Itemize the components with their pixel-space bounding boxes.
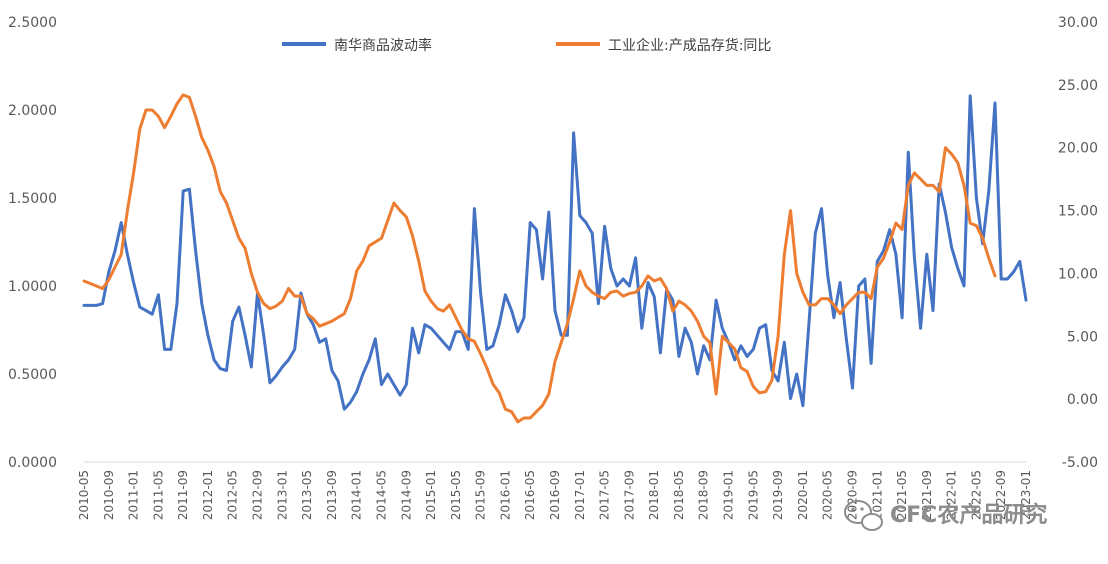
y-right-tick-label: 25.00 <box>1058 78 1098 94</box>
x-tick-label: 2019-05 <box>746 470 760 520</box>
x-tick-label: 2021-09 <box>920 470 934 520</box>
y-right-tick-label: -5.00 <box>1062 455 1098 471</box>
x-tick-label: 2015-05 <box>449 470 463 520</box>
x-tick-label: 2016-01 <box>498 470 512 520</box>
x-tick-label: 2012-09 <box>251 470 265 520</box>
x-tick-label: 2017-01 <box>573 470 587 520</box>
y-left-tick-label: 1.5000 <box>8 191 57 207</box>
y-right-tick-label: 0.00 <box>1067 392 1098 408</box>
watermark: CFC农产品研究 <box>844 500 1047 531</box>
wechat-icon <box>844 500 883 531</box>
x-tick-label: 2013-09 <box>325 470 339 520</box>
y-left-tick-label: 2.0000 <box>8 103 57 119</box>
x-tick-label: 2018-05 <box>672 470 686 520</box>
x-tick-label: 2020-09 <box>845 470 859 520</box>
series-line-inventory-yoy <box>82 93 997 424</box>
x-tick-label: 2012-05 <box>226 470 240 520</box>
y-right-tick-label: 5.00 <box>1067 329 1098 345</box>
x-tick-label: 2016-05 <box>523 470 537 520</box>
series-line-nanhua-volatility <box>82 94 1028 411</box>
x-tick-label: 2011-09 <box>176 470 190 520</box>
x-tick-label: 2017-09 <box>622 470 636 520</box>
watermark-text: CFC农产品研究 <box>890 502 1047 528</box>
y-right-tick-label: 10.00 <box>1058 266 1098 282</box>
x-tick-label: 2022-01 <box>945 470 959 520</box>
y-right-tick-label: 30.00 <box>1058 15 1098 31</box>
y-right-tick-label: 20.00 <box>1058 141 1098 157</box>
x-tick-label: 2018-01 <box>647 470 661 520</box>
x-tick-label: 2022-05 <box>969 470 983 520</box>
x-tick-label: 2014-01 <box>350 470 364 520</box>
x-tick-label: 2022-09 <box>994 470 1008 520</box>
x-tick-label: 2017-05 <box>598 470 612 520</box>
legend-label-nanhua: 南华商品波动率 <box>334 37 432 54</box>
x-tick-label: 2013-01 <box>275 470 289 520</box>
y-left-tick-label: 0.5000 <box>8 367 57 383</box>
x-tick-label: 2020-01 <box>796 470 810 520</box>
y-axis-right: -5.00 0.00 5.00 10.00 15.00 20.00 25.00 30.00 <box>1058 15 1098 471</box>
x-tick-label: 2011-01 <box>127 470 141 520</box>
x-tick-label: 2011-05 <box>151 470 165 520</box>
x-tick-label: 2018-09 <box>697 470 711 520</box>
x-tick-label: 2023-01 <box>1019 470 1033 520</box>
y-left-tick-label: 1.0000 <box>8 279 57 295</box>
legend: 南华商品波动率 工业企业:产成品存货:同比 <box>282 37 771 54</box>
x-tick-label: 2015-01 <box>424 470 438 520</box>
x-axis: 2010-05 2010-09 2011-01 2011-05 2011-09 2012-… <box>77 470 1033 520</box>
y-axis-left: 0.0000 0.5000 1.0000 1.5000 2.0000 2.5000 <box>8 15 57 471</box>
x-tick-label: 2010-05 <box>77 470 91 520</box>
x-tick-label: 2021-05 <box>895 470 909 520</box>
x-tick-label: 2010-09 <box>102 470 116 520</box>
x-tick-label: 2013-05 <box>300 470 314 520</box>
legend-label-inventory: 工业企业:产成品存货:同比 <box>608 37 771 54</box>
x-tick-label: 2016-09 <box>548 470 562 520</box>
y-right-tick-label: 15.00 <box>1058 204 1098 220</box>
x-tick-label: 2019-01 <box>722 470 736 520</box>
x-tick-label: 2014-05 <box>374 470 388 520</box>
x-tick-label: 2014-09 <box>399 470 413 520</box>
x-tick-label: 2020-05 <box>821 470 835 520</box>
x-tick-label: 2019-09 <box>771 470 785 520</box>
y-left-tick-label: 2.5000 <box>8 15 57 31</box>
plot-area <box>82 93 1028 424</box>
x-tick-label: 2015-09 <box>474 470 488 520</box>
x-tick-label: 2012-01 <box>201 470 215 520</box>
y-left-tick-label: 0.0000 <box>8 455 57 471</box>
x-tick-label: 2021-01 <box>870 470 884 520</box>
